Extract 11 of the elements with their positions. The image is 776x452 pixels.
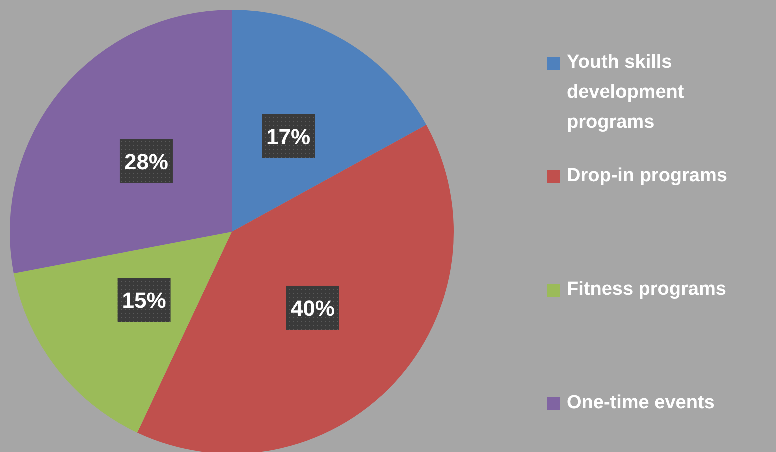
- pie-slice: [10, 10, 232, 274]
- data-label: 17%: [266, 124, 311, 150]
- legend-label: Fitness programs: [567, 279, 726, 300]
- data-label: 15%: [122, 288, 166, 314]
- pie-slice: [14, 232, 232, 433]
- legend-label: Youth skills development programs: [567, 52, 685, 133]
- legend-label: Drop-in programs: [567, 166, 728, 186]
- pie-slice: [232, 10, 427, 232]
- legend-label: One-time events: [567, 392, 715, 414]
- data-label: 40%: [290, 296, 335, 321]
- data-label: 28%: [124, 149, 168, 174]
